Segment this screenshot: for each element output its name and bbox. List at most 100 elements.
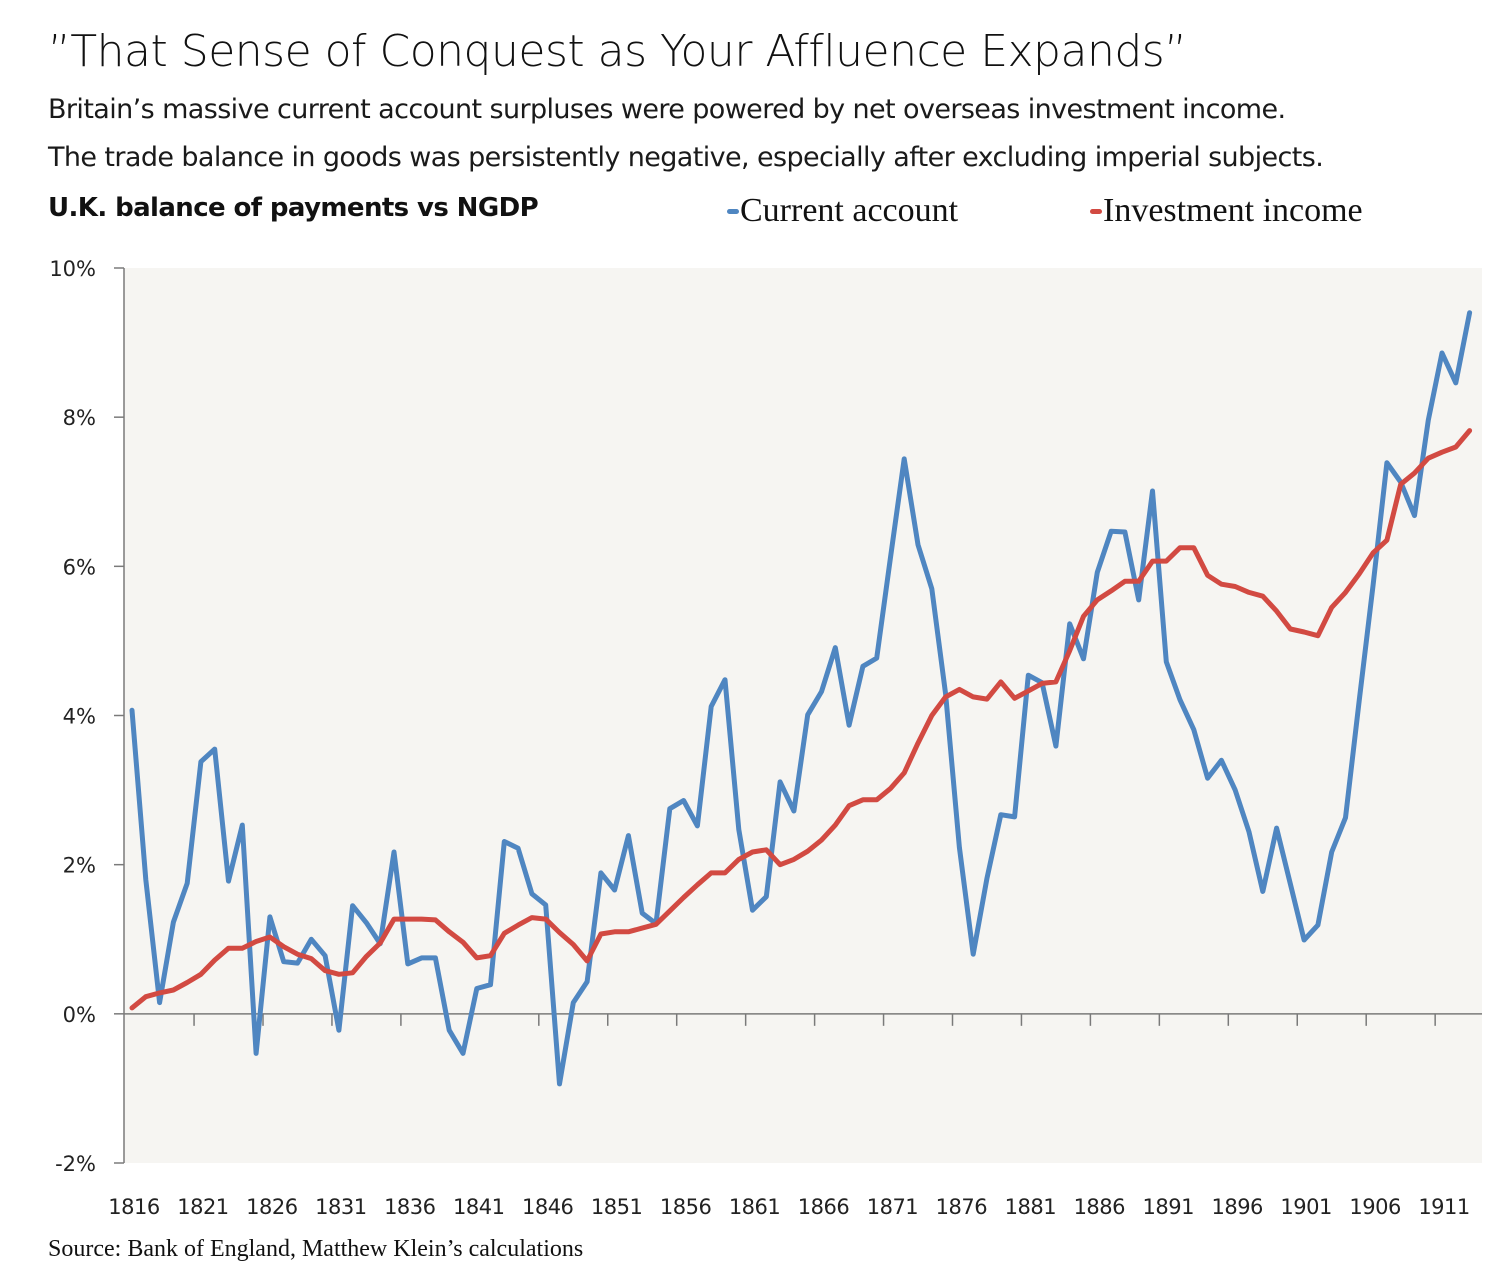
x-tick-label: 1891 [1143, 1195, 1194, 1219]
data-point-current-account [709, 704, 714, 709]
data-point-current-account [240, 823, 245, 828]
data-point-current-account [419, 955, 424, 960]
data-point-current-account [1233, 788, 1238, 793]
data-point-current-account [571, 1000, 576, 1005]
data-point-investment-income [392, 917, 397, 922]
data-point-current-account [433, 955, 438, 960]
data-point-investment-income [143, 994, 148, 999]
data-point-investment-income [529, 915, 534, 920]
data-point-investment-income [1260, 594, 1265, 599]
data-point-current-account [1122, 530, 1127, 535]
data-point-investment-income [350, 970, 355, 975]
data-point-investment-income [433, 917, 438, 922]
x-tick-label: 1866 [798, 1195, 850, 1219]
data-point-current-account [323, 953, 328, 958]
data-point-investment-income [543, 917, 548, 922]
chart-label: U.K. balance of payments vs NGDP [48, 193, 539, 223]
data-point-current-account [1191, 727, 1196, 732]
data-point-investment-income [1412, 471, 1417, 476]
data-point-investment-income [198, 972, 203, 977]
data-point-investment-income [405, 917, 410, 922]
y-tick-label: 6% [63, 555, 96, 579]
data-point-current-account [1384, 460, 1389, 465]
data-point-investment-income [130, 1005, 135, 1010]
data-point-current-account [392, 850, 397, 855]
data-point-investment-income [723, 870, 728, 875]
data-point-current-account [1150, 489, 1155, 494]
data-point-current-account [764, 894, 769, 899]
data-point-current-account [929, 586, 934, 591]
data-point-current-account [1371, 583, 1376, 588]
legend-item-current-account: Current account [727, 192, 958, 230]
data-point-current-account [488, 982, 493, 987]
x-tick-label: 1826 [246, 1195, 298, 1219]
data-point-current-account [1274, 826, 1279, 831]
data-point-current-account [695, 823, 700, 828]
legend-swatch-current-account [727, 208, 739, 214]
data-point-investment-income [571, 942, 576, 947]
data-point-investment-income [833, 823, 838, 828]
data-point-current-account [1219, 758, 1224, 763]
data-point-current-account [336, 1028, 341, 1033]
data-point-investment-income [1067, 648, 1072, 653]
data-point-investment-income [1357, 571, 1362, 576]
data-point-investment-income [1095, 597, 1100, 602]
data-point-current-account [529, 891, 534, 896]
x-tick-label: 1876 [936, 1195, 988, 1219]
subtitle-line-1: Britain’s massive current account surplu… [48, 94, 1286, 125]
data-point-investment-income [695, 882, 700, 887]
data-point-investment-income [226, 946, 231, 951]
data-point-current-account [1412, 513, 1417, 518]
data-point-investment-income [1012, 696, 1017, 701]
data-point-current-account [171, 920, 176, 925]
data-point-investment-income [1219, 582, 1224, 587]
y-tick-label: 4% [63, 705, 96, 729]
x-tick-label: 1851 [591, 1195, 642, 1219]
data-point-current-account [1467, 310, 1472, 315]
series-layer [129, 310, 1473, 1087]
data-point-investment-income [874, 797, 879, 802]
data-point-investment-income [516, 923, 521, 928]
data-point-current-account [736, 827, 741, 832]
x-tick-label: 1821 [177, 1195, 228, 1219]
data-point-current-account [1205, 776, 1210, 781]
data-point-investment-income [557, 930, 562, 935]
data-point-investment-income [1150, 559, 1155, 564]
data-point-current-account [254, 1051, 259, 1056]
legend-label-current-account: Current account [740, 192, 959, 229]
data-point-investment-income [461, 940, 466, 945]
chart-title: ”That Sense of Conquest as Your Affluenc… [48, 26, 1187, 77]
x-tick-label: 1836 [384, 1195, 436, 1219]
x-tick-label: 1861 [729, 1195, 780, 1219]
data-point-investment-income [185, 980, 190, 985]
data-point-current-account [723, 677, 728, 682]
data-point-investment-income [1343, 590, 1348, 595]
data-point-investment-income [1136, 579, 1141, 584]
series-line-current-account [129, 310, 1473, 1087]
x-tick-label: 1856 [660, 1195, 712, 1219]
legend-item-investment-income: Investment income [1090, 192, 1363, 230]
data-point-investment-income [598, 932, 603, 937]
data-point-investment-income [1026, 688, 1031, 693]
x-tick-label: 1886 [1074, 1195, 1126, 1219]
data-point-investment-income [612, 929, 617, 934]
data-point-current-account [267, 914, 272, 919]
data-point-current-account [295, 961, 300, 966]
x-tick-label: 1896 [1211, 1195, 1263, 1219]
y-tick-label: 0% [63, 1003, 96, 1027]
data-point-investment-income [943, 694, 948, 699]
y-tick-label: -2% [55, 1152, 96, 1176]
data-point-current-account [157, 1000, 162, 1005]
x-tick-label: 1881 [1005, 1195, 1056, 1219]
data-point-investment-income [1233, 584, 1238, 589]
data-point-current-account [626, 833, 631, 838]
data-point-investment-income [1315, 633, 1320, 638]
data-point-investment-income [171, 988, 176, 993]
data-point-investment-income [929, 713, 934, 718]
data-point-current-account [1288, 882, 1293, 887]
data-point-investment-income [309, 956, 314, 961]
data-point-current-account [1247, 829, 1252, 834]
data-point-current-account [957, 845, 962, 850]
x-tick-label: 1846 [522, 1195, 574, 1219]
data-point-current-account [143, 877, 148, 882]
